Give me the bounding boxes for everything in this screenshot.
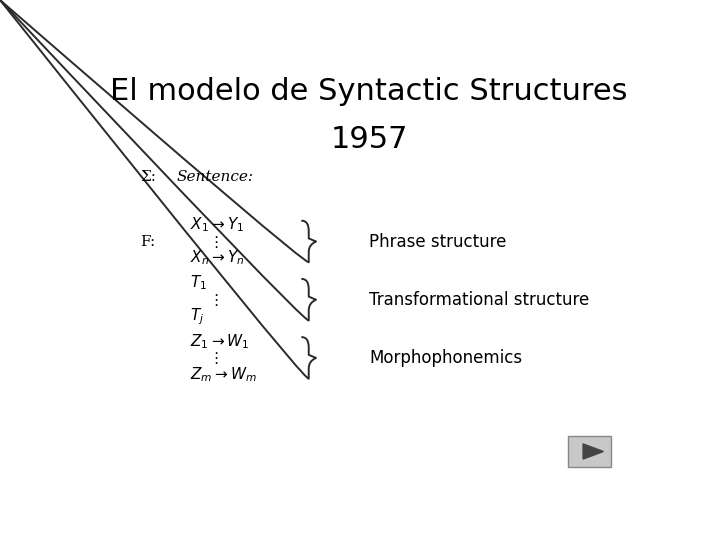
Text: Morphophonemics: Morphophonemics: [369, 349, 522, 367]
FancyBboxPatch shape: [568, 436, 611, 467]
Text: F:: F:: [140, 234, 156, 248]
Polygon shape: [583, 444, 603, 459]
Text: Phrase structure: Phrase structure: [369, 233, 506, 251]
Text: El modelo de Syntactic Structures: El modelo de Syntactic Structures: [110, 77, 628, 106]
Text: $X_n \rightarrow Y_n$: $X_n \rightarrow Y_n$: [190, 249, 245, 267]
Text: $\vdots$: $\vdots$: [207, 292, 218, 308]
Text: Transformational structure: Transformational structure: [369, 291, 589, 309]
Text: Σ:: Σ:: [140, 170, 156, 184]
Text: $\vdots$: $\vdots$: [207, 350, 218, 366]
Text: $\vdots$: $\vdots$: [207, 233, 218, 249]
Text: $Z_1 \rightarrow W_1$: $Z_1 \rightarrow W_1$: [190, 332, 250, 350]
Text: Sentence:: Sentence:: [176, 170, 253, 184]
Text: $T_j$: $T_j$: [190, 306, 204, 327]
Text: $T_1$: $T_1$: [190, 274, 207, 293]
Text: $Z_m \rightarrow W_m$: $Z_m \rightarrow W_m$: [190, 365, 258, 384]
Text: $X_1 \rightarrow Y_1$: $X_1 \rightarrow Y_1$: [190, 215, 245, 234]
Text: 1957: 1957: [330, 125, 408, 154]
